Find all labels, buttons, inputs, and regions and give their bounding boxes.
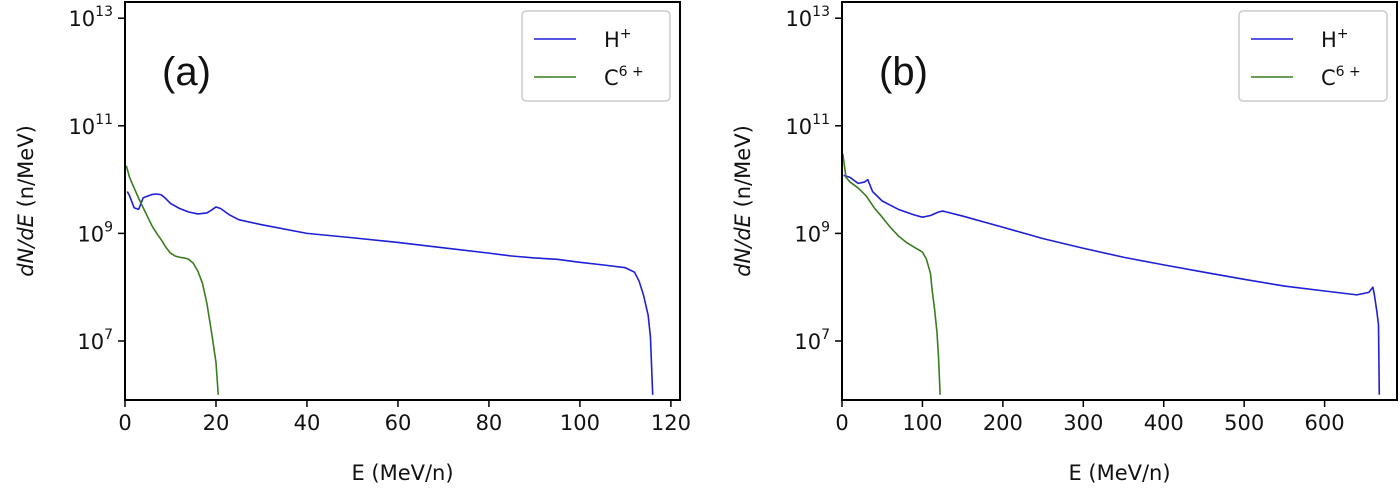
y-tick-label: 1013 bbox=[785, 4, 830, 31]
legend-label-carbon: C6 + bbox=[1321, 64, 1361, 90]
y-tick-exponent: 11 bbox=[812, 112, 830, 128]
y-axis-label-italic: dN/dE bbox=[731, 213, 755, 276]
legend-label-superscript: + bbox=[1337, 26, 1349, 42]
legend-label-name: H bbox=[604, 28, 620, 52]
y-tick-label: 1013 bbox=[68, 4, 113, 31]
x-tick-label: 40 bbox=[294, 411, 321, 435]
series-line-carbon bbox=[842, 153, 941, 395]
panel-label: (a) bbox=[162, 50, 211, 94]
legend-label-superscript: 6 + bbox=[1336, 64, 1361, 80]
y-tick-exponent: 11 bbox=[95, 112, 113, 128]
x-tick-label: 20 bbox=[203, 411, 230, 435]
y-tick-label: 107 bbox=[794, 327, 830, 354]
legend-label-name: C bbox=[604, 66, 619, 90]
panel-label: (b) bbox=[879, 50, 928, 94]
y-tick-label: 107 bbox=[77, 327, 113, 354]
legend-box bbox=[521, 10, 671, 102]
y-tick-base: 10 bbox=[785, 7, 812, 31]
y-tick-label: 1011 bbox=[68, 112, 113, 139]
y-tick-base: 10 bbox=[785, 115, 812, 139]
y-tick-base: 10 bbox=[77, 222, 104, 246]
x-tick-label: 80 bbox=[476, 411, 503, 435]
y-tick-base: 10 bbox=[77, 330, 104, 354]
x-tick-label: 200 bbox=[983, 411, 1023, 435]
x-tick-label: 0 bbox=[835, 411, 848, 435]
y-tick-label: 109 bbox=[794, 219, 830, 246]
legend-label-proton: H+ bbox=[604, 26, 632, 52]
y-tick-base: 10 bbox=[794, 330, 821, 354]
x-tick-label: 400 bbox=[1144, 411, 1184, 435]
legend-label-carbon: C6 + bbox=[604, 64, 644, 90]
legend-label-superscript: + bbox=[620, 26, 632, 42]
y-tick-label: 1011 bbox=[785, 112, 830, 139]
y-tick-exponent: 7 bbox=[821, 327, 830, 343]
x-tick-label: 100 bbox=[560, 411, 600, 435]
y-tick-base: 10 bbox=[68, 7, 95, 31]
x-tick-label: 500 bbox=[1224, 411, 1264, 435]
legend-label-name: C bbox=[1321, 66, 1336, 90]
y-axis-label-italic: dN/dE bbox=[14, 213, 38, 276]
y-axis-label-unit: (n/MeV) bbox=[731, 125, 755, 214]
y-axis-label-unit: (n/MeV) bbox=[14, 125, 38, 214]
x-tick-label: 600 bbox=[1305, 411, 1345, 435]
plot-frame bbox=[841, 1, 1398, 401]
legend-label-proton: H+ bbox=[1321, 26, 1349, 52]
x-tick-label: 60 bbox=[385, 411, 412, 435]
y-axis-label: dN/dE (n/MeV) bbox=[731, 125, 755, 277]
x-tick-label: 100 bbox=[902, 411, 942, 435]
y-tick-exponent: 7 bbox=[104, 327, 113, 343]
legend-box bbox=[1238, 10, 1388, 102]
x-tick-label: 0 bbox=[118, 411, 131, 435]
x-axis-label: E (MeV/n) bbox=[1068, 461, 1170, 485]
y-tick-exponent: 13 bbox=[95, 4, 113, 20]
series-line-carbon bbox=[125, 165, 220, 395]
series-line-proton bbox=[126, 191, 654, 395]
legend-label-superscript: 6 + bbox=[619, 64, 644, 80]
y-tick-base: 10 bbox=[794, 222, 821, 246]
y-tick-exponent: 13 bbox=[812, 4, 830, 20]
legend-label-name: H bbox=[1321, 28, 1337, 52]
y-tick-label: 109 bbox=[77, 219, 113, 246]
y-axis-label: dN/dE (n/MeV) bbox=[14, 125, 38, 277]
y-tick-exponent: 9 bbox=[821, 219, 830, 235]
x-tick-label: 120 bbox=[651, 411, 691, 435]
y-tick-exponent: 9 bbox=[104, 219, 113, 235]
plot-frame bbox=[124, 1, 681, 401]
series-line-proton bbox=[843, 174, 1381, 395]
x-axis-label: E (MeV/n) bbox=[351, 461, 453, 485]
y-tick-base: 10 bbox=[68, 115, 95, 139]
x-tick-label: 300 bbox=[1063, 411, 1103, 435]
